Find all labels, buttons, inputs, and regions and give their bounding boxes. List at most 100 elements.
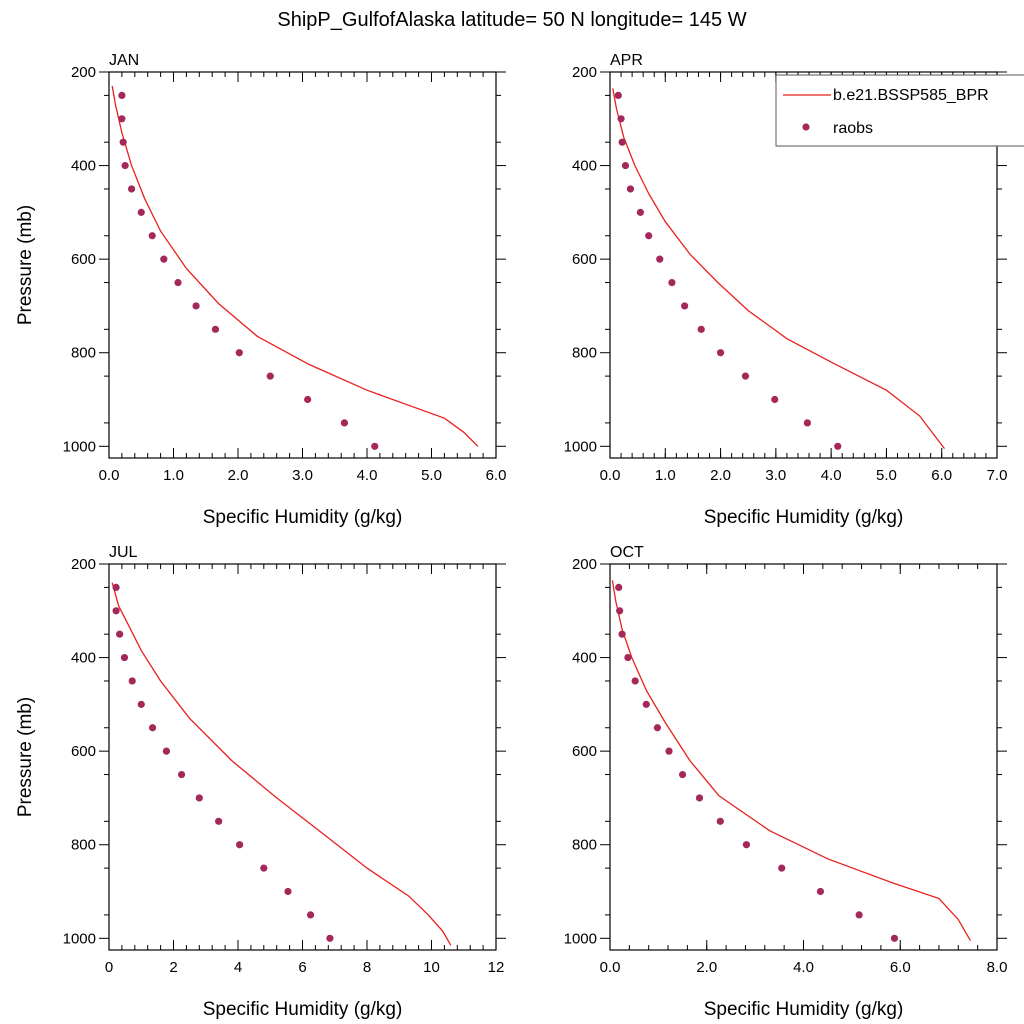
series-model-line — [611, 580, 971, 941]
obs-point — [137, 700, 145, 708]
y-tick-label: 1000 — [564, 930, 597, 947]
obs-point — [816, 887, 825, 896]
obs-point — [160, 255, 168, 263]
x-axis-label: Specific Humidity (g/kg) — [704, 507, 904, 528]
obs-point — [121, 161, 129, 170]
obs-point — [284, 887, 292, 896]
legend-obs-swatch — [802, 123, 810, 131]
x-tick-label: 6.0 — [890, 959, 911, 976]
x-axis-label: Specific Humidity (g/kg) — [704, 999, 904, 1020]
x-tick-label: 10 — [423, 959, 440, 976]
obs-point — [128, 677, 136, 685]
legend-model-label: b.e21.BSSP585_BPR — [833, 87, 989, 104]
legend-obs-label: raobs — [833, 120, 873, 137]
obs-point — [371, 442, 379, 450]
x-tick-label: 12 — [488, 959, 505, 976]
obs-point — [742, 841, 751, 849]
x-tick-label: 6 — [298, 959, 306, 976]
obs-point — [120, 653, 129, 662]
panel-label: OCT — [610, 544, 644, 561]
panel-label: APR — [610, 52, 643, 69]
x-tick-label: 0 — [105, 959, 113, 976]
obs-point — [716, 349, 725, 357]
x-tick-label: 4.0 — [821, 467, 842, 484]
x-tick-label: 7.0 — [987, 467, 1008, 484]
y-tick-label: 200 — [71, 556, 96, 573]
x-tick-label: 4 — [234, 959, 242, 976]
obs-point — [697, 325, 705, 333]
y-tick-label: 800 — [71, 345, 96, 362]
panel-apr: APR 0.0 1.0 2.0 3.0 4.0 5.0 6.0 7.0 200 400 600 800 1… — [564, 52, 1008, 528]
obs-point — [148, 724, 157, 732]
y-tick-label: 1000 — [63, 930, 96, 947]
x-tick-label: 0.0 — [600, 467, 621, 484]
panel-label: JAN — [109, 52, 139, 69]
obs-point — [211, 325, 220, 333]
x-tick-label: 0.0 — [99, 467, 120, 484]
obs-point — [618, 630, 626, 638]
obs-point — [304, 395, 312, 404]
x-tick-label: 8 — [363, 959, 371, 976]
obs-point — [326, 934, 334, 942]
obs-point — [192, 302, 200, 310]
obs-point — [678, 770, 687, 779]
x-tick-label: 3.0 — [292, 467, 313, 484]
x-tick-label: 5.0 — [876, 467, 897, 484]
obs-point — [653, 724, 662, 732]
obs-point — [112, 583, 120, 591]
x-tick-label: 4.0 — [793, 959, 814, 976]
obs-point — [340, 419, 349, 427]
obs-point — [617, 115, 625, 123]
obs-point — [174, 278, 182, 287]
obs-point — [614, 91, 622, 99]
obs-point — [716, 817, 724, 825]
plot-frame — [108, 71, 497, 459]
x-tick-label: 2.0 — [710, 467, 731, 484]
obs-point — [118, 91, 126, 99]
y-axis-label: Pressure (mb) — [15, 697, 36, 817]
y-tick-label: 200 — [572, 64, 597, 81]
y-tick-label: 800 — [572, 345, 597, 362]
y-tick-label: 400 — [572, 650, 597, 667]
x-axis-label: Specific Humidity (g/kg) — [203, 999, 403, 1020]
plot-frame — [108, 563, 497, 951]
obs-point — [618, 138, 626, 146]
obs-point — [235, 349, 243, 357]
obs-point — [890, 934, 899, 942]
obs-point — [116, 630, 124, 638]
obs-point — [621, 161, 630, 170]
panel-jul: JUL 0 2 4 6 8 10 12 200 400 600 800 1000 Specific Hum… — [15, 544, 506, 1020]
obs-point — [624, 653, 632, 662]
obs-point — [616, 607, 624, 615]
obs-point — [215, 817, 223, 825]
obs-point — [631, 677, 639, 685]
plot-frame — [609, 71, 998, 459]
y-tick-label: 1000 — [63, 438, 96, 455]
obs-point — [615, 583, 623, 591]
obs-point — [119, 138, 127, 146]
obs-point — [636, 208, 645, 216]
obs-point — [260, 864, 268, 872]
obs-point — [668, 278, 676, 287]
x-tick-label: 6.0 — [486, 467, 507, 484]
chart-title: ShipP_GulfofAlaska latitude= 50 N longit… — [277, 9, 746, 31]
obs-point — [236, 841, 244, 849]
x-tick-label: 4.0 — [357, 467, 378, 484]
obs-point — [137, 208, 145, 216]
obs-point — [695, 794, 704, 802]
panel-oct: OCT 0.0 2.0 4.0 6.0 8.0 200 400 600 800 1000 Specif… — [564, 544, 1008, 1020]
obs-point — [162, 747, 171, 755]
obs-point — [803, 419, 811, 427]
obs-point — [626, 185, 635, 193]
x-tick-label: 3.0 — [765, 467, 786, 484]
x-axis-label: Specific Humidity (g/kg) — [203, 507, 403, 528]
plot-frame — [609, 563, 998, 951]
obs-point — [855, 911, 863, 919]
y-tick-label: 600 — [572, 251, 597, 268]
x-tick-label: 6.0 — [931, 467, 952, 484]
y-tick-label: 200 — [572, 556, 597, 573]
y-tick-label: 400 — [572, 158, 597, 175]
